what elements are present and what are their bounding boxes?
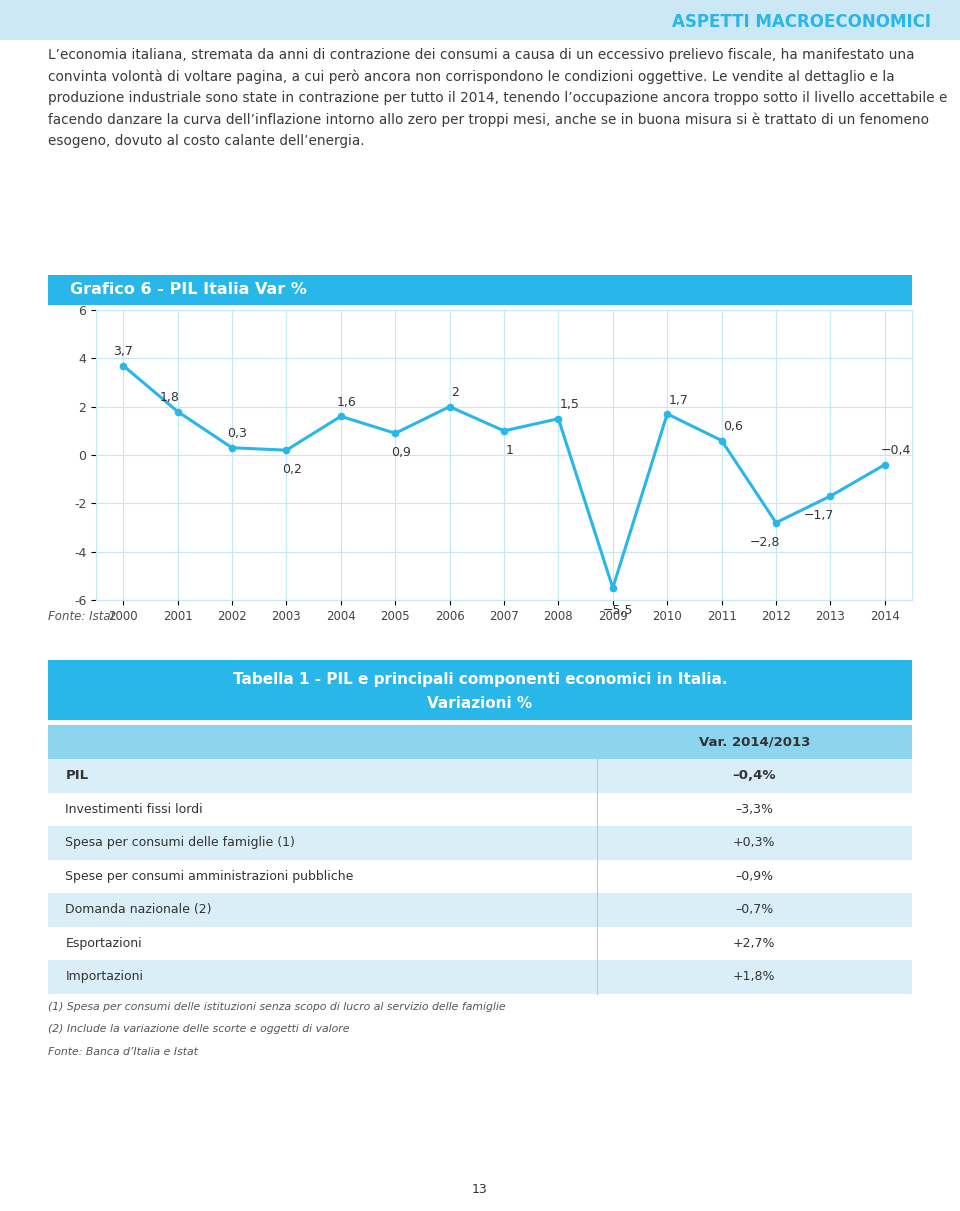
Text: +2,7%: +2,7% xyxy=(733,937,776,949)
Bar xyxy=(48,926,912,960)
Text: 1,6: 1,6 xyxy=(337,396,356,409)
Bar xyxy=(48,759,912,792)
Text: −2,8: −2,8 xyxy=(750,535,780,549)
Text: 0,9: 0,9 xyxy=(391,446,411,459)
Text: Domanda nazionale (2): Domanda nazionale (2) xyxy=(65,903,212,917)
Text: 0,2: 0,2 xyxy=(282,463,301,476)
Text: PIL: PIL xyxy=(65,769,88,782)
Text: 1,7: 1,7 xyxy=(668,394,688,407)
Text: +1,8%: +1,8% xyxy=(733,970,776,983)
Text: (1) Spesa per consumi delle istituzioni senza scopo di lucro al servizio delle f: (1) Spesa per consumi delle istituzioni … xyxy=(48,1001,506,1011)
Text: Var. 2014/2013: Var. 2014/2013 xyxy=(699,735,810,748)
Text: Variazioni %: Variazioni % xyxy=(427,695,533,711)
Text: −1,7: −1,7 xyxy=(804,509,834,522)
Text: Tabella 1 - PIL e principali componenti economici in Italia.: Tabella 1 - PIL e principali componenti … xyxy=(232,672,728,687)
Text: (2) Include la variazione delle scorte e oggetti di valore: (2) Include la variazione delle scorte e… xyxy=(48,1025,349,1034)
Text: +0,3%: +0,3% xyxy=(733,837,776,849)
Text: Importazioni: Importazioni xyxy=(65,970,143,983)
Text: 0,3: 0,3 xyxy=(228,427,248,441)
Text: 3,7: 3,7 xyxy=(113,345,133,358)
Text: −0,4: −0,4 xyxy=(880,444,911,458)
Text: 2: 2 xyxy=(451,386,459,400)
Text: Spesa per consumi delle famiglie (1): Spesa per consumi delle famiglie (1) xyxy=(65,837,295,849)
Text: Fonte: Istat: Fonte: Istat xyxy=(48,610,115,624)
Text: –0,4%: –0,4% xyxy=(732,769,776,782)
Text: Spese per consumi amministrazioni pubbliche: Spese per consumi amministrazioni pubbli… xyxy=(65,869,353,883)
Text: ASPETTI MACROECONOMICI: ASPETTI MACROECONOMICI xyxy=(672,13,931,31)
Bar xyxy=(48,826,912,860)
Bar xyxy=(48,725,912,759)
Text: –0,9%: –0,9% xyxy=(735,869,774,883)
Bar xyxy=(48,960,912,993)
Text: 0,6: 0,6 xyxy=(723,420,743,434)
Text: Investimenti fissi lordi: Investimenti fissi lordi xyxy=(65,803,203,816)
Text: Fonte: Banca d’Italia e Istat: Fonte: Banca d’Italia e Istat xyxy=(48,1048,198,1057)
Text: L’economia italiana, stremata da anni di contrazione dei consumi a causa di un e: L’economia italiana, stremata da anni di… xyxy=(48,48,948,148)
Text: –0,7%: –0,7% xyxy=(735,903,774,917)
Bar xyxy=(48,893,912,926)
Text: Esportazioni: Esportazioni xyxy=(65,937,142,949)
Text: –3,3%: –3,3% xyxy=(735,803,774,816)
Bar xyxy=(48,792,912,826)
Text: 1,8: 1,8 xyxy=(159,391,180,404)
Bar xyxy=(48,860,912,893)
Text: Grafico 6 - PIL Italia Var %: Grafico 6 - PIL Italia Var % xyxy=(70,282,306,298)
Text: 13: 13 xyxy=(472,1183,488,1196)
Text: 1,5: 1,5 xyxy=(560,398,580,412)
Text: −5,5: −5,5 xyxy=(603,603,634,616)
Text: 1: 1 xyxy=(506,443,514,457)
